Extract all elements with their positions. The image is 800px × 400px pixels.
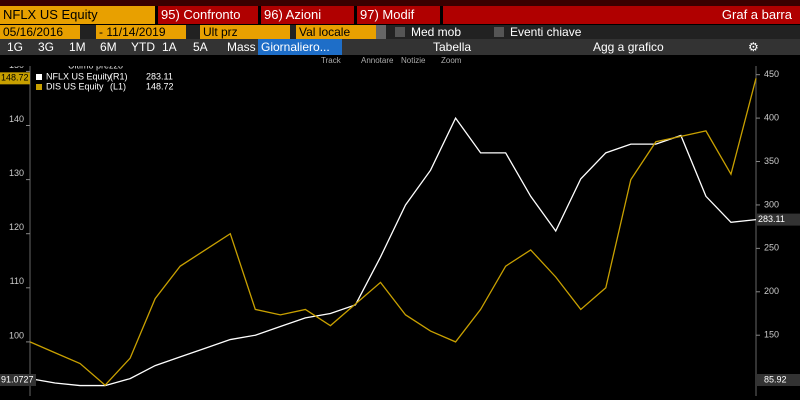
chart: 1001101201301401501001502002503003504004… bbox=[0, 66, 800, 396]
tool-button[interactable]: Track bbox=[321, 56, 341, 65]
legend-axis: (L1) bbox=[110, 81, 126, 91]
y2-tick-label: 350 bbox=[764, 156, 779, 166]
currency-field[interactable]: Val locale bbox=[296, 25, 376, 39]
settings-gear[interactable]: ⚙ bbox=[748, 40, 759, 54]
period-button[interactable]: 6M bbox=[100, 40, 117, 54]
legend-value: 148.72 bbox=[146, 81, 174, 91]
period-row: Giornaliero... Tabella Agg a grafico ⚙ 1… bbox=[0, 39, 800, 55]
bound-box bbox=[756, 374, 800, 386]
period-button[interactable]: 1G bbox=[7, 40, 24, 54]
period-button[interactable]: 3G bbox=[38, 40, 55, 54]
period-button[interactable]: 5A bbox=[193, 40, 208, 54]
tool-row: Track Annotare Notizie Zoom bbox=[0, 55, 800, 66]
dropdown[interactable] bbox=[376, 25, 386, 39]
price-line bbox=[29, 78, 757, 387]
key-events[interactable]: Eventi chiave bbox=[510, 25, 582, 39]
legend-axis: (R1) bbox=[110, 71, 128, 81]
bound-box bbox=[0, 374, 36, 386]
frequency[interactable]: Giornaliero... bbox=[258, 39, 342, 55]
y2-tick-label: 250 bbox=[764, 243, 779, 253]
bound-label: 85.92 bbox=[764, 374, 787, 384]
y-tick-label: 110 bbox=[10, 276, 24, 286]
table-button[interactable]: Tabella bbox=[433, 40, 472, 54]
end-date[interactable]: - 11/14/2019 bbox=[96, 25, 186, 39]
legend-swatch bbox=[36, 84, 42, 90]
tool-button[interactable]: Annotare bbox=[361, 56, 394, 65]
last-price-box bbox=[0, 72, 30, 85]
y-tick-label: 130 bbox=[9, 168, 24, 178]
y2-tick-label: 150 bbox=[764, 330, 779, 340]
period-button[interactable]: 1A bbox=[162, 40, 177, 54]
y2-tick-label: 300 bbox=[764, 199, 779, 209]
chart-kind[interactable]: Graf a barra bbox=[443, 6, 800, 24]
moving-average[interactable]: Med mob bbox=[411, 25, 462, 39]
security-field[interactable]: NFLX US Equity bbox=[0, 6, 155, 24]
y-tick-label: 100 bbox=[9, 330, 24, 340]
start-date[interactable]: 05/16/2016 bbox=[0, 25, 80, 39]
menu-item[interactable]: 96) Azioni bbox=[261, 6, 354, 24]
price-field[interactable]: Ult prz bbox=[200, 25, 290, 39]
price-line bbox=[29, 116, 757, 387]
checkbox[interactable] bbox=[494, 27, 504, 37]
add-to-chart[interactable]: Agg a grafico bbox=[593, 40, 664, 54]
y2-tick-label: 200 bbox=[764, 286, 779, 296]
tool-button[interactable]: Notizie bbox=[401, 56, 426, 65]
y-tick-label: 150 bbox=[9, 66, 24, 70]
command-row: NFLX US Equity 95) Confronto 96) Azioni … bbox=[0, 6, 800, 25]
checkbox[interactable] bbox=[395, 27, 405, 37]
period-button[interactable]: 1M bbox=[69, 40, 86, 54]
legend-swatch bbox=[36, 74, 42, 80]
period-button[interactable]: YTD bbox=[131, 40, 155, 54]
y-tick-label: 120 bbox=[9, 222, 24, 232]
legend-title: Ultimo prezzo bbox=[68, 66, 123, 70]
y2-tick-label: 400 bbox=[764, 112, 779, 122]
last-price-label: 148.72 bbox=[1, 73, 29, 83]
menu-item[interactable]: 95) Confronto bbox=[158, 6, 258, 24]
last-price-label: 283.11 bbox=[758, 214, 785, 224]
menu-item[interactable]: 97) Modif bbox=[357, 6, 440, 24]
period-button[interactable]: Mass bbox=[227, 40, 256, 54]
legend-name: DIS US Equity bbox=[46, 81, 104, 91]
last-price-box bbox=[756, 213, 800, 226]
legend-value: 283.11 bbox=[146, 71, 173, 81]
top-strip bbox=[0, 0, 800, 6]
settings-row: 05/16/2016 - 11/14/2019 Ult prz Val loca… bbox=[0, 25, 800, 39]
tool-button[interactable]: Zoom bbox=[441, 56, 462, 65]
y2-tick-label: 450 bbox=[764, 69, 779, 79]
y-tick-label: 140 bbox=[9, 114, 24, 124]
bound-label: 91.0727 bbox=[1, 374, 34, 384]
legend-name: NFLX US Equity bbox=[46, 71, 112, 81]
